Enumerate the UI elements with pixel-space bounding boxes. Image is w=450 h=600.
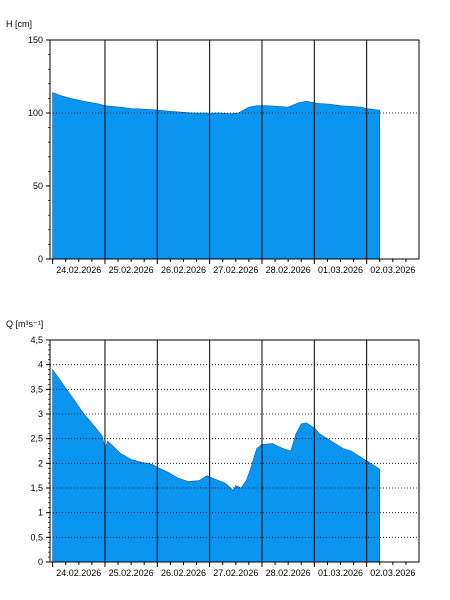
y-tick-label: 3 [38, 409, 43, 419]
y-tick-label: 1,5 [30, 483, 43, 493]
area-series [52, 368, 380, 563]
x-tick-label: 27.02.2026 [213, 265, 258, 275]
y-axis-label: H [cm] [6, 19, 32, 29]
plot-frame [49, 39, 420, 260]
y-tick-label: 0 [38, 254, 43, 264]
y-tick-label: 50 [33, 181, 43, 191]
y-tick-label: 2 [38, 458, 43, 468]
x-tick-label: 25.02.2026 [109, 568, 154, 578]
y-tick-label: 4,5 [30, 335, 43, 345]
x-tick-label: 27.02.2026 [213, 568, 258, 578]
water-level-chart: 0 50 100 150 24.02.2026 25.02.2026 26.02.2026 2… [6, 19, 420, 275]
discharge-chart: 0 0,5 1 1,5 2 2,5 3 3,5 4 4,5 24.02.2026 25.02.2026… [6, 319, 420, 578]
y-tick-label: 0 [38, 557, 43, 567]
y-tick-label: 2,5 [30, 434, 43, 444]
x-tick-label: 01.03.2026 [318, 265, 363, 275]
x-tick-label: 02.03.2026 [370, 265, 415, 275]
area-series [52, 92, 380, 260]
y-tick-label: 0,5 [30, 532, 43, 542]
y-tick-label: 1 [38, 508, 43, 518]
x-tick-label: 25.02.2026 [109, 265, 154, 275]
y-tick-label: 100 [28, 108, 43, 118]
y-tick-label: 150 [28, 35, 43, 45]
y-tick-label: 3,5 [30, 384, 43, 394]
plot-frame [49, 339, 420, 563]
x-tick-label: 02.03.2026 [370, 568, 415, 578]
y-axis-label: Q [m³s⁻¹] [6, 319, 43, 329]
x-tick-label: 26.02.2026 [161, 568, 206, 578]
x-tick-label: 26.02.2026 [161, 265, 206, 275]
x-tick-label: 28.02.2026 [266, 265, 311, 275]
x-tick-label: 28.02.2026 [266, 568, 311, 578]
y-tick-label: 4 [38, 360, 43, 370]
x-tick-label: 01.03.2026 [318, 568, 363, 578]
x-tick-label: 24.02.2026 [56, 265, 101, 275]
x-tick-label: 24.02.2026 [56, 568, 101, 578]
